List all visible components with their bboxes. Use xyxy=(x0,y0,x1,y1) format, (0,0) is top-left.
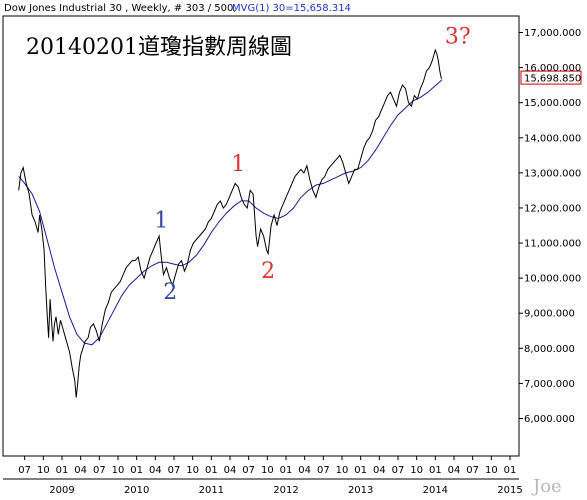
x-tick-label: 04 xyxy=(149,465,162,476)
x-tick-label: 10 xyxy=(336,465,349,476)
wave-annotation: 1 xyxy=(231,152,245,177)
x-tick-label: 10 xyxy=(112,465,125,476)
x-year-label: 2012 xyxy=(273,485,298,496)
y-tick-label: 11,000.000 xyxy=(524,239,581,250)
x-year-label: 2011 xyxy=(199,485,224,496)
y-tick-label: 7,000.000 xyxy=(524,379,575,390)
x-tick-label: 10 xyxy=(410,465,423,476)
x-tick-label: 07 xyxy=(466,465,479,476)
wave-annotation: 3? xyxy=(445,25,471,50)
x-tick-label: 01 xyxy=(205,465,218,476)
x-tick-label: 01 xyxy=(354,465,367,476)
y-tick-label: 6,000.000 xyxy=(524,414,575,425)
y-tick-label: 8,000.000 xyxy=(524,344,575,355)
x-tick-label: 01 xyxy=(504,465,517,476)
last-value-box xyxy=(520,70,582,85)
x-tick-label: 07 xyxy=(392,465,405,476)
chart-title: 20140201道瓊指數周線圖 xyxy=(26,35,292,60)
wave-annotation: 1 xyxy=(154,208,168,233)
wave-annotation: 2 xyxy=(163,280,177,305)
x-year-label: 2009 xyxy=(49,485,74,496)
x-tick-label: 07 xyxy=(317,465,330,476)
price-line xyxy=(18,48,443,398)
x-tick-label: 10 xyxy=(186,465,199,476)
header-indicator: MVG(1) 30=15,658.314 xyxy=(232,3,351,14)
wave-annotation: 2 xyxy=(261,259,275,284)
ma-line xyxy=(18,79,443,346)
x-tick-label: 07 xyxy=(93,465,106,476)
x-axis: 07 10 01 04 07 10 01 04 07 10 01 04 07 10 01 04 07 10 01 04… xyxy=(3,456,523,496)
x-tick-label: 10 xyxy=(261,465,274,476)
x-year-label: 2014 xyxy=(423,485,448,496)
last-value-label: 15,698.850 xyxy=(524,74,581,85)
x-year-label: 2010 xyxy=(124,485,149,496)
y-tick-label: 13,000.000 xyxy=(524,168,581,179)
x-tick-label: 04 xyxy=(74,465,87,476)
x-tick-label: 07 xyxy=(168,465,181,476)
x-tick-label: 01 xyxy=(56,465,69,476)
x-tick-label: 04 xyxy=(224,465,237,476)
x-year-label: 2013 xyxy=(348,485,373,496)
last-value-marker: 15,698.850 xyxy=(520,70,582,85)
y-tick-label: 10,000.000 xyxy=(524,274,581,285)
y-tick-label: 12,000.000 xyxy=(524,203,581,214)
x-tick-label: 01 xyxy=(130,465,143,476)
y-axis: 6,000.000 7,000.000 8,000.000 9,000.000 10,0… xyxy=(519,28,581,425)
y-tick-label: 14,000.000 xyxy=(524,133,581,144)
x-tick-label: 07 xyxy=(242,465,255,476)
y-tick-label: 9,000.000 xyxy=(524,309,575,320)
x-tick-label: 01 xyxy=(429,465,442,476)
y-tick-label: 15,000.000 xyxy=(524,98,581,109)
header-symbol: Dow Jones Industrial 30 , Weekly, # 303 … xyxy=(4,3,237,14)
x-year-label: 2015 xyxy=(497,485,522,496)
annotations: 1 2 1 2 3? xyxy=(154,25,470,305)
watermark: Joe xyxy=(531,476,562,497)
x-tick-label: 10 xyxy=(485,465,498,476)
y-tick-label: 17,000.000 xyxy=(524,28,581,39)
x-tick-label: 04 xyxy=(448,465,461,476)
x-tick-label: 07 xyxy=(18,465,31,476)
x-tick-label: 10 xyxy=(37,465,50,476)
x-tick-label: 01 xyxy=(280,465,293,476)
x-tick-label: 04 xyxy=(298,465,311,476)
y-tick-label: 16,000.000 xyxy=(524,63,581,74)
plot-frame xyxy=(2,15,520,457)
x-tick-label: 04 xyxy=(373,465,386,476)
